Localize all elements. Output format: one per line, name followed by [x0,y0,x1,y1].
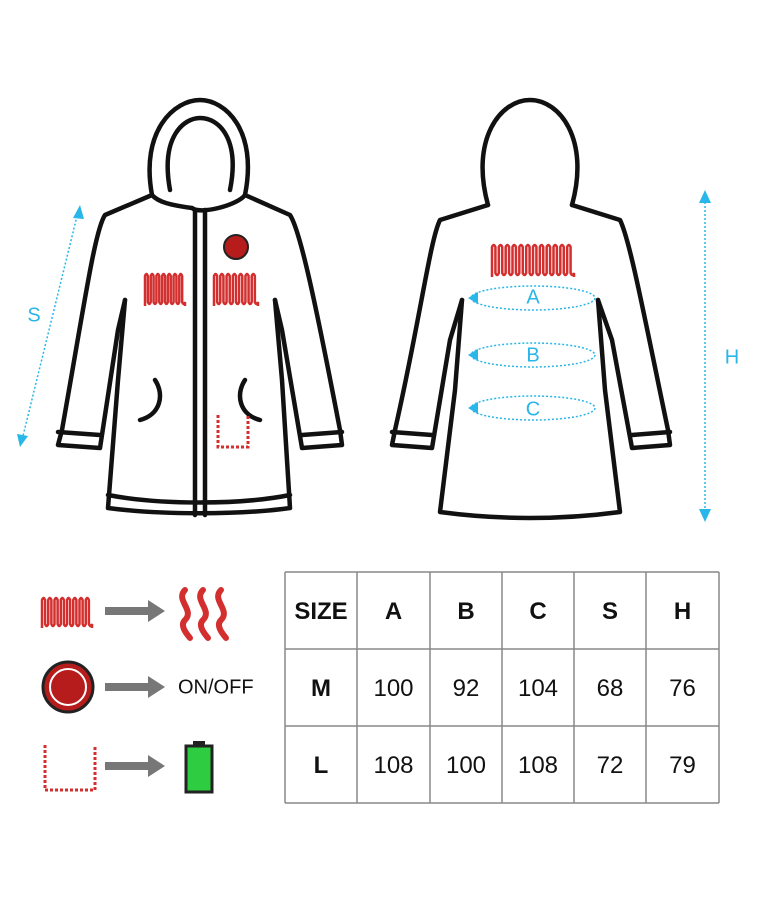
label-a: A [526,286,540,308]
heating-pad [40,596,94,628]
table-cell: C [529,598,546,625]
table-cell: 108 [373,752,413,779]
table-cell: 100 [446,752,486,779]
back-jacket [389,97,673,521]
label-c: C [526,398,540,420]
battery-icon [184,741,214,794]
buttons [41,234,249,714]
table-cell: 108 [518,752,558,779]
table-cell: H [674,598,691,625]
table-cell: S [602,598,618,625]
table-cell: SIZE [294,598,347,625]
legend-arrows [105,600,165,777]
table-cell: 68 [597,675,624,702]
battery-pocket [43,415,250,792]
label-s: S [27,304,40,326]
label-h: H [725,346,739,368]
heating-pad [490,243,576,277]
size-table: SIZE A B C S H M 100 92 104 68 76 L 108 100 108 72 79 [284,571,720,804]
label-b: B [526,344,539,366]
table-cell: 100 [373,675,413,702]
heating-pad [212,272,260,306]
arrowheads [17,190,711,522]
table-cell: 92 [453,675,480,702]
table-cell: 76 [669,675,696,702]
table-cell: A [385,598,402,625]
table-cell: M [311,675,331,702]
table-cell: L [314,752,329,779]
table-cell: 72 [597,752,624,779]
table-cell: 79 [669,752,696,779]
heat-icon [179,587,229,641]
legend-text: ON/OFF [178,676,254,698]
front-jacket [55,97,345,518]
heating-pad [143,272,187,306]
table-cell: B [457,598,474,625]
table-cell: 104 [518,675,558,702]
